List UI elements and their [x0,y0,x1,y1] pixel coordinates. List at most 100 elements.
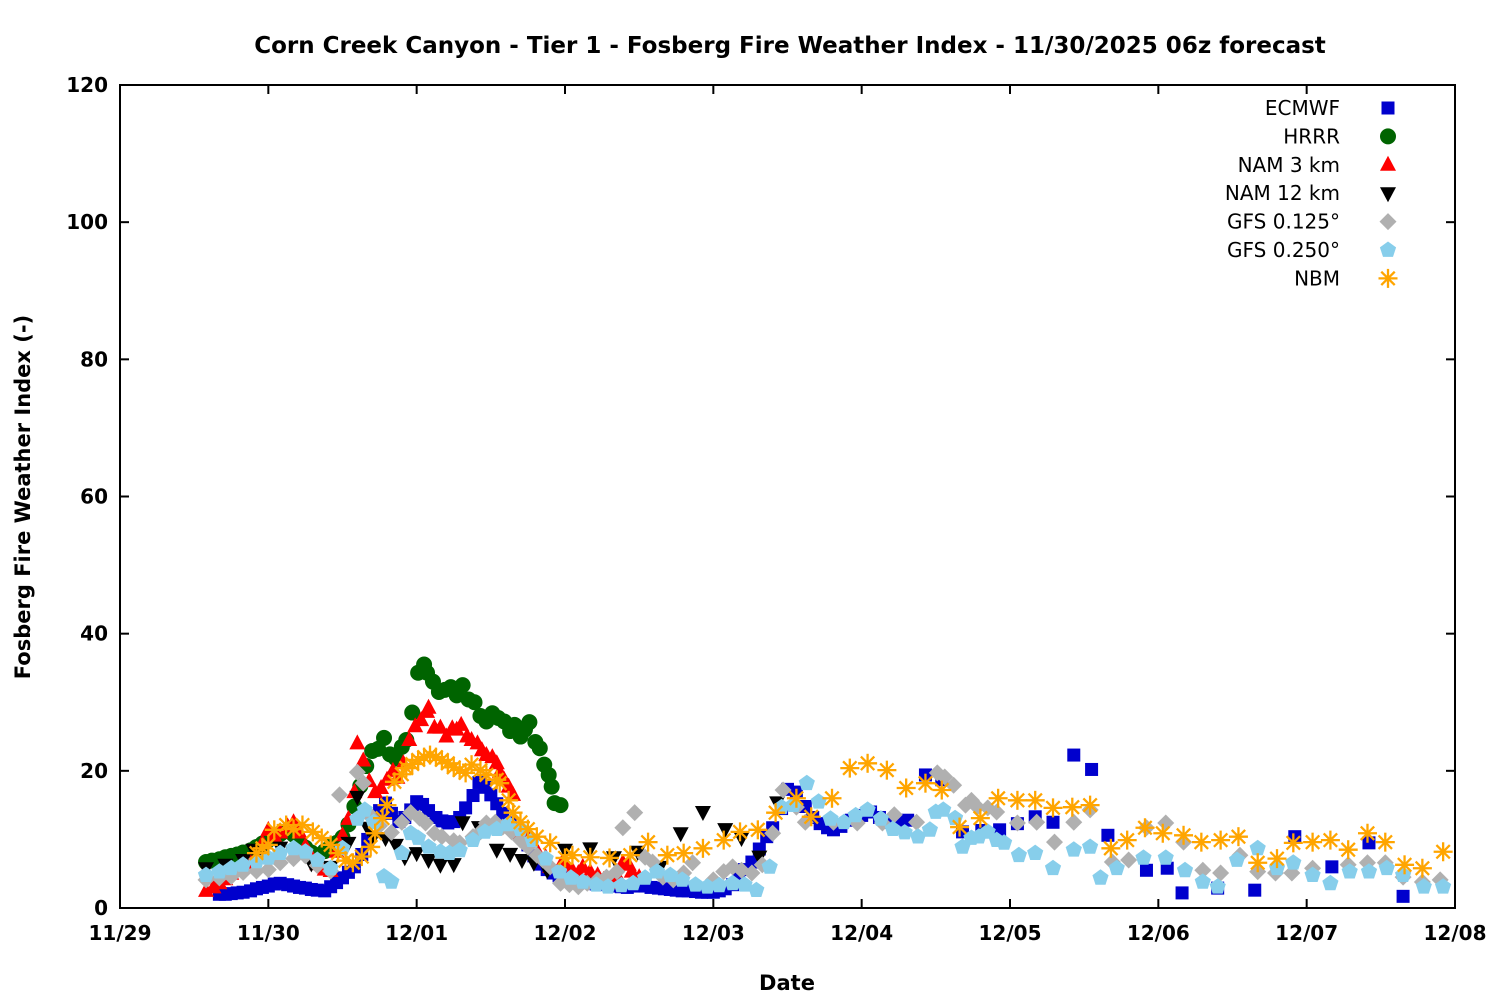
marker-pentagon [562,869,579,885]
marker-pentagon [451,841,468,858]
marker-pentagon [1092,869,1109,885]
marker-triangle-down [349,790,366,806]
marker-asterisk [766,803,786,823]
marker-pentagon [464,831,482,847]
marker-triangle-up [373,778,390,794]
marker-pentagon [699,878,716,894]
marker-pentagon [599,878,617,894]
marker-asterisk [1378,268,1398,288]
marker-asterisk [1101,838,1121,858]
marker-pentagon [297,843,314,859]
marker-asterisk [748,820,768,840]
marker-pentagon [1209,878,1226,894]
marker-asterisk [1062,797,1082,817]
marker-pentagon [835,813,852,830]
marker-circle [1380,128,1396,145]
marker-pentagon [1322,874,1339,891]
marker-asterisk [1117,830,1137,850]
marker-triangle-up [623,862,640,878]
marker-triangle-up [413,711,430,727]
y-tick-label: 60 [80,485,108,509]
marker-asterisk [1283,833,1303,853]
marker-asterisk [801,807,821,827]
marker-asterisk [1153,823,1173,843]
legend-label: NAM 3 km [1238,153,1340,177]
marker-pentagon [1249,839,1266,856]
marker-pentagon [1435,878,1452,894]
marker-pentagon [393,844,410,860]
marker-pentagon [1379,241,1397,257]
marker-square [1139,863,1153,877]
marker-square [459,801,473,815]
marker-triangle-down [408,847,425,863]
marker-asterisk [1303,832,1323,852]
marker-pentagon [235,856,252,872]
marker-triangle-down [420,853,437,869]
marker-diamond [382,824,400,842]
marker-asterisk [1043,798,1063,818]
marker-triangle-down [502,847,519,863]
marker-asterisk [714,830,734,850]
marker-pentagon [935,801,952,817]
marker-pentagon [383,873,400,889]
marker-pentagon [761,858,778,874]
marker-square [1046,815,1060,829]
marker-pentagon [537,850,554,866]
marker-diamond [936,768,954,786]
marker-square [1396,889,1410,903]
marker-triangle-up [438,727,455,743]
x-tick-label: 12/03 [682,921,745,945]
x-tick-label: 12/05 [979,921,1042,945]
marker-pentagon [724,874,741,891]
marker-asterisk [503,803,523,823]
marker-pentagon [272,844,289,860]
x-tick-label: 11/30 [237,921,300,945]
marker-diamond [354,774,372,792]
y-axis-label: Fosberg Fire Weather Index (-) [11,315,35,679]
marker-asterisk [490,773,510,793]
marker-diamond [1120,851,1138,869]
marker-pentagon [625,874,642,891]
marker-asterisk [1007,790,1027,810]
legend-item-nam-12-km: NAM 12 km [1225,181,1396,205]
marker-diamond [968,798,986,816]
marker-pentagon [674,871,691,887]
marker-circle [552,797,569,814]
marker-diamond [1194,861,1212,879]
marker-pentagon [798,774,815,791]
marker-asterisk [1267,849,1287,869]
marker-triangle-up [291,823,308,839]
marker-pentagon [859,801,876,817]
marker-asterisk [1395,855,1415,875]
marker-diamond [393,813,411,831]
legend-label: GFS 0.125° [1227,210,1340,234]
marker-asterisk [1228,827,1248,847]
marker-asterisk [527,827,547,847]
marker-pentagon [356,801,373,817]
y-tick-label: 80 [80,347,108,371]
marker-pentagon [551,863,568,879]
marker-pentagon [1065,841,1082,857]
marker-pentagon [872,810,889,826]
marker-asterisk [858,753,878,773]
marker-diamond [259,861,277,879]
marker-square [1175,886,1189,900]
marker-pentagon [1360,863,1378,879]
marker-pentagon [1176,861,1194,878]
marker-asterisk [540,833,560,853]
marker-asterisk [1174,825,1194,845]
marker-triangle-down [488,843,505,859]
marker-asterisk [365,823,385,843]
x-tick-label: 12/04 [830,921,893,945]
marker-diamond [1046,833,1063,851]
marker-pentagon [637,869,654,885]
marker-diamond [1028,813,1046,831]
marker-pentagon [1044,859,1062,876]
marker-square [1085,762,1099,776]
marker-asterisk [674,843,694,863]
marker-square [1067,748,1081,762]
marker-pentagon [420,838,437,854]
legend-label: GFS 0.250° [1227,238,1340,262]
marker-diamond [885,806,903,824]
marker-circle [404,704,421,721]
